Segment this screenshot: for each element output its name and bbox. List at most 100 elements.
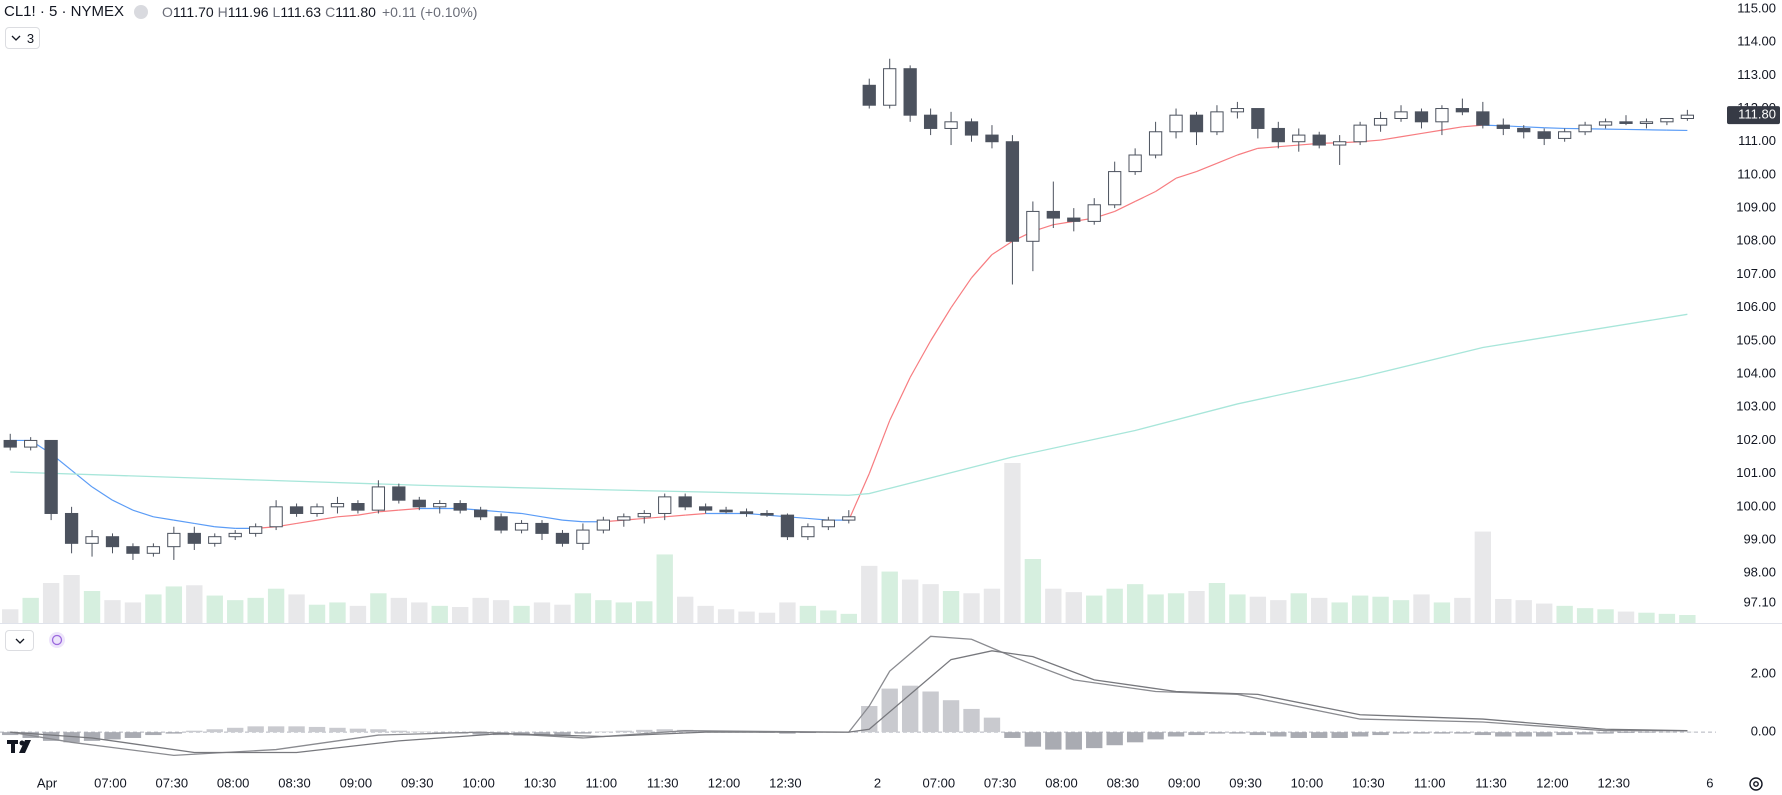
x-tick-label: 08:00	[217, 775, 250, 790]
y-tick-label: 2.00	[1751, 666, 1776, 681]
panes-count: 3	[26, 30, 35, 46]
y-tick-label: 111.00	[1738, 133, 1776, 148]
macd-histogram-bar	[227, 727, 244, 733]
candle-body	[1680, 114, 1695, 119]
candle-body	[351, 503, 365, 511]
volume-bar	[329, 602, 346, 623]
candle-body	[1619, 121, 1633, 124]
moving-average-segment	[1257, 146, 1279, 149]
volume-bar	[1270, 600, 1287, 623]
moving-average-segment	[378, 509, 399, 513]
volume-bar	[1004, 463, 1021, 623]
macd-histogram-bar	[1372, 732, 1389, 736]
macd-histogram-bar	[145, 732, 162, 736]
x-tick-label: 07:30	[156, 775, 189, 790]
volume-bar	[1679, 615, 1696, 623]
volume-bar	[308, 604, 326, 623]
candle-body	[1046, 210, 1060, 219]
candle-body	[535, 522, 549, 534]
macd-histogram-bar	[431, 732, 448, 733]
candle-body	[1087, 204, 1101, 222]
symbol-name[interactable]: CL1! · 5 · NYMEX	[4, 3, 125, 20]
moving-average-segment	[868, 420, 891, 474]
candle-body	[1394, 111, 1408, 119]
y-tick-label: 105.00	[1736, 332, 1776, 347]
macd-histogram-bar	[901, 685, 919, 733]
volume-bar	[1413, 594, 1430, 623]
volume-bar	[1024, 559, 1042, 623]
macd-histogram-bar	[615, 730, 632, 733]
macd-histogram-bar	[1413, 732, 1430, 734]
pane-collapse[interactable]	[5, 630, 34, 651]
x-tick-label: 09:00	[1168, 775, 1201, 790]
indicator-refresh[interactable]	[49, 632, 65, 648]
candle-body	[1292, 134, 1306, 143]
volume-bar	[533, 602, 551, 623]
volume-bar	[1372, 596, 1389, 623]
volume-bar	[1106, 588, 1123, 623]
candle-body	[678, 496, 692, 508]
volume-bar	[2, 609, 19, 623]
moving-average-segment	[521, 512, 543, 518]
candle-body	[1537, 131, 1551, 139]
macd-histogram-bar	[1086, 732, 1103, 749]
candle-body	[126, 546, 140, 554]
volume-bar	[145, 594, 162, 623]
volume-bar	[1495, 599, 1512, 623]
y-tick-label: 0.00	[1751, 724, 1776, 739]
volume-bar	[1454, 597, 1471, 623]
macd-histogram-bar	[595, 731, 612, 733]
volume-bar	[1249, 596, 1267, 623]
volume-bar	[697, 605, 714, 623]
y-tick-label: 115.00	[1737, 0, 1776, 15]
candle-body	[412, 499, 426, 508]
moving-average-segment	[1175, 171, 1197, 179]
volume-bar	[779, 602, 796, 623]
moving-average-segment	[950, 277, 973, 309]
ohlc-value: 111.96	[227, 3, 269, 20]
x-tick-label: 6	[1706, 775, 1713, 790]
x-tick-label: 10:00	[462, 775, 495, 790]
y-tick-label: 109.00	[1736, 200, 1776, 215]
candle-body	[1353, 124, 1367, 143]
macd-histogram-bar	[1433, 732, 1451, 734]
macd-histogram-bar	[1126, 732, 1144, 743]
candle-body	[1128, 154, 1142, 173]
x-tick-label: 11:30	[1475, 775, 1507, 790]
candle-body	[310, 506, 324, 514]
candle-body	[24, 439, 38, 448]
candle-body	[964, 121, 979, 136]
candle-body	[1148, 131, 1163, 156]
moving-average-segment	[1544, 127, 1565, 130]
moving-average-segment	[153, 516, 174, 521]
moving-average-segment	[1216, 154, 1238, 164]
volume-bar	[288, 594, 305, 623]
chevron-icon	[11, 35, 21, 41]
market-status-icon[interactable]	[134, 4, 149, 19]
indicator-line	[10, 650, 1688, 754]
candle-body	[1333, 141, 1347, 146]
candle-body	[739, 511, 754, 514]
volume-bar	[1515, 600, 1532, 623]
volume-bar	[1045, 588, 1062, 623]
x-tick-label: 12:00	[1536, 775, 1569, 790]
volume-bar	[758, 612, 776, 623]
candle-body	[494, 516, 508, 531]
volume-bar	[186, 585, 203, 623]
macd-histogram-bar	[533, 732, 551, 736]
settings-icon[interactable]	[1749, 777, 1763, 791]
moving-average-segment	[91, 486, 113, 501]
macd-histogram-bar	[1065, 732, 1082, 750]
volume-bar	[390, 597, 408, 623]
candle-body	[576, 529, 590, 544]
volume-bar	[1617, 611, 1635, 623]
candle-body	[85, 536, 99, 544]
panes-toggle[interactable]: 3	[5, 27, 40, 49]
candle-body	[944, 121, 958, 129]
moving-average-segment	[991, 240, 1013, 256]
volume-bar	[227, 600, 244, 623]
volume-bar	[83, 591, 101, 623]
candle-body	[617, 516, 631, 521]
last-price-tag	[1727, 106, 1780, 125]
macd-histogram-bar	[922, 691, 939, 733]
